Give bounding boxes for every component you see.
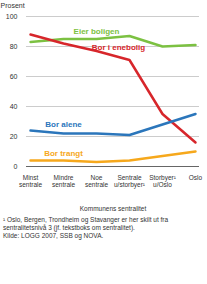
html-text:¹ Oslo, Bergen, Trondheim og S: ¹ Oslo, Bergen, Trondheim og Stavanger e… (3, 216, 169, 231)
html-text:Kilde: LOGG 2007, SSB og NOVA.: Kilde: LOGG 2007, SSB og NOVA. (3, 232, 104, 239)
svg-text:Mindresentrale: Mindresentrale (52, 174, 76, 188)
svg-text:0: 0 (14, 163, 18, 170)
svg-text:Noesentrale: Noesentrale (85, 174, 109, 188)
svg-text:Storbyer¹u/Oslo: Storbyer¹u/Oslo (149, 174, 177, 188)
svg-text:Minstsentrale: Minstsentrale (19, 174, 43, 188)
svg-text:100: 100 (6, 13, 18, 20)
svg-text:80: 80 (10, 43, 18, 50)
svg-text:Eier boligen: Eier boligen (74, 27, 120, 36)
svg-text:Kommunens sentralitet: Kommunens sentralitet (80, 205, 147, 212)
svg-text:Sentraleu/storbyer¹: Sentraleu/storbyer¹ (114, 174, 146, 189)
svg-text:20: 20 (10, 133, 18, 140)
svg-text:Bor alene: Bor alene (45, 120, 82, 129)
svg-text:Prosent: Prosent (1, 2, 25, 9)
svg-text:60: 60 (10, 73, 18, 80)
svg-text:Oslo: Oslo (189, 174, 203, 181)
svg-text:Bor trangt: Bor trangt (44, 149, 83, 158)
svg-text:Bor i enebolig: Bor i enebolig (92, 43, 145, 52)
svg-text:40: 40 (10, 103, 18, 110)
